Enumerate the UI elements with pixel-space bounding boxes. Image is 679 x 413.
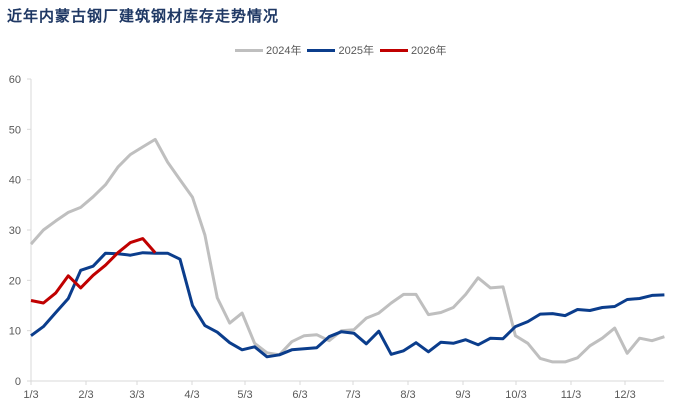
legend-label-2025: 2025年 xyxy=(338,45,374,57)
x-tick-label: 4/3 xyxy=(184,389,199,401)
chart-legend: 2024年 2025年 2026年 xyxy=(235,42,452,58)
series-line-2025 xyxy=(30,251,665,359)
y-tick-label: 60 xyxy=(9,74,21,86)
legend-swatch-2026 xyxy=(379,48,408,52)
x-tick-label: 8/3 xyxy=(400,389,415,401)
series-line-2026 xyxy=(30,237,157,305)
legend-item-2024: 2024年 xyxy=(235,42,301,58)
chart-title: 近年内蒙古钢厂建筑钢材库存走势情况 xyxy=(7,7,280,25)
x-tick-label: 7/3 xyxy=(345,389,360,401)
legend-swatch-2025 xyxy=(307,48,336,52)
x-tick-label: 6/3 xyxy=(292,389,307,401)
y-tick-label: 0 xyxy=(15,376,21,388)
x-tick-label: 1/3 xyxy=(23,389,38,401)
x-tick-label: 9/3 xyxy=(455,389,470,401)
y-tick-label: 20 xyxy=(9,275,21,287)
legend-item-2025: 2025年 xyxy=(307,42,374,58)
x-tick-label: 10/3 xyxy=(505,389,526,401)
x-tick-label: 3/3 xyxy=(129,389,144,401)
chart-axes: 0 10 20 30 40 50 60 1/3 2/3 3/3 4/3 5/3 6/3 7/3 8/3 9/3… xyxy=(9,74,664,401)
legend-label-2024: 2024年 xyxy=(266,45,302,57)
x-tick-label: 12/3 xyxy=(614,389,635,401)
y-tick-label: 30 xyxy=(9,225,21,237)
legend-swatch-2024 xyxy=(235,48,263,52)
legend-label-2026: 2026年 xyxy=(410,45,447,57)
x-tick-label: 2/3 xyxy=(78,389,93,401)
legend-item-2026: 2026年 xyxy=(379,42,447,58)
x-tick-label: 11/3 xyxy=(561,389,582,401)
y-tick-label: 40 xyxy=(9,175,21,187)
y-tick-label: 50 xyxy=(9,124,21,136)
y-tick-label: 10 xyxy=(9,326,21,338)
x-tick-label: 5/3 xyxy=(237,389,252,401)
series-line-2024 xyxy=(29,137,665,364)
chart-lines xyxy=(29,137,665,364)
